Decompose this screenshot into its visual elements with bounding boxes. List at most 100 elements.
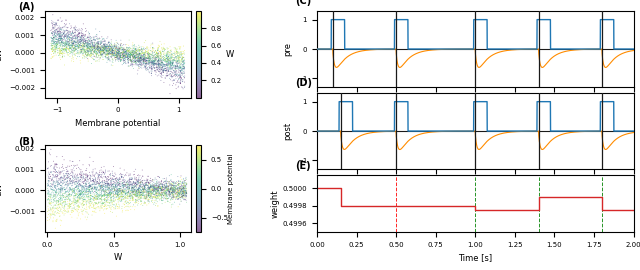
Point bbox=[155, 68, 165, 72]
Point bbox=[162, 186, 172, 190]
Point bbox=[121, 183, 131, 187]
Point bbox=[90, 48, 100, 52]
Point bbox=[67, 32, 77, 36]
Point bbox=[157, 47, 167, 51]
Point bbox=[129, 55, 140, 59]
Point bbox=[92, 185, 102, 190]
Point bbox=[118, 193, 128, 197]
Point bbox=[178, 60, 188, 65]
Point bbox=[143, 50, 153, 55]
Point bbox=[52, 166, 62, 170]
Point bbox=[100, 183, 111, 187]
Point bbox=[109, 185, 119, 189]
Point bbox=[88, 48, 98, 52]
Point bbox=[67, 208, 77, 212]
Point bbox=[127, 197, 138, 201]
Point bbox=[125, 194, 136, 198]
Point bbox=[104, 182, 114, 186]
Point bbox=[159, 66, 170, 71]
Point bbox=[177, 66, 188, 70]
Point bbox=[65, 176, 76, 181]
Point bbox=[86, 40, 97, 44]
Point bbox=[70, 176, 81, 180]
Point bbox=[129, 48, 139, 53]
Point bbox=[90, 47, 100, 52]
Point bbox=[106, 192, 116, 197]
Point bbox=[156, 197, 166, 201]
Point bbox=[67, 178, 77, 183]
Point bbox=[156, 65, 166, 70]
Point bbox=[146, 190, 156, 194]
Point bbox=[73, 36, 83, 40]
Point bbox=[94, 193, 104, 198]
Point bbox=[131, 183, 141, 187]
Point bbox=[136, 58, 146, 63]
Point bbox=[180, 191, 191, 195]
Point bbox=[145, 182, 156, 186]
Point bbox=[83, 49, 93, 54]
Point bbox=[141, 178, 151, 183]
Point bbox=[157, 60, 167, 65]
Point bbox=[115, 50, 125, 54]
Point bbox=[171, 181, 181, 185]
Point bbox=[147, 71, 157, 75]
Point bbox=[64, 40, 74, 44]
Point bbox=[92, 37, 102, 41]
Point bbox=[47, 23, 58, 28]
Point bbox=[151, 50, 161, 54]
Point bbox=[109, 46, 119, 51]
Point bbox=[96, 41, 106, 45]
Point bbox=[153, 61, 163, 65]
Point bbox=[56, 38, 66, 42]
Point bbox=[125, 58, 136, 62]
Point bbox=[164, 189, 174, 194]
Point bbox=[48, 208, 58, 213]
Point bbox=[67, 48, 77, 52]
Point bbox=[110, 193, 120, 197]
Point bbox=[168, 193, 179, 197]
Point bbox=[93, 43, 104, 48]
Point bbox=[171, 62, 181, 66]
Point bbox=[83, 45, 93, 50]
Point bbox=[54, 34, 65, 38]
Point bbox=[125, 51, 136, 56]
Point bbox=[145, 66, 155, 70]
Point bbox=[68, 39, 78, 43]
Point bbox=[69, 48, 79, 53]
Point bbox=[156, 42, 166, 46]
Point bbox=[95, 50, 106, 54]
Point bbox=[170, 74, 180, 79]
Point bbox=[163, 180, 173, 184]
Point bbox=[50, 206, 60, 210]
Point bbox=[61, 47, 72, 52]
Point bbox=[58, 211, 68, 215]
Point bbox=[84, 41, 95, 46]
Point bbox=[150, 181, 161, 186]
Point bbox=[106, 174, 116, 178]
Point bbox=[100, 44, 111, 48]
Point bbox=[74, 42, 84, 47]
Point bbox=[163, 65, 173, 70]
Point bbox=[62, 34, 72, 38]
Point bbox=[92, 33, 102, 37]
Point bbox=[47, 182, 57, 186]
Point bbox=[51, 31, 61, 36]
Point bbox=[104, 51, 114, 56]
Point bbox=[67, 181, 77, 185]
Point bbox=[174, 186, 184, 190]
Point bbox=[160, 58, 170, 62]
Point bbox=[150, 193, 160, 197]
Point bbox=[90, 185, 100, 190]
Point bbox=[86, 46, 97, 50]
Point bbox=[65, 198, 75, 202]
Point bbox=[74, 41, 84, 45]
Point bbox=[44, 182, 54, 186]
Point bbox=[77, 33, 87, 38]
Point bbox=[50, 43, 60, 47]
Point bbox=[125, 194, 136, 198]
Point bbox=[63, 53, 74, 57]
Point bbox=[143, 190, 154, 194]
Point bbox=[134, 66, 144, 70]
Point bbox=[95, 55, 106, 60]
Point bbox=[181, 198, 191, 202]
